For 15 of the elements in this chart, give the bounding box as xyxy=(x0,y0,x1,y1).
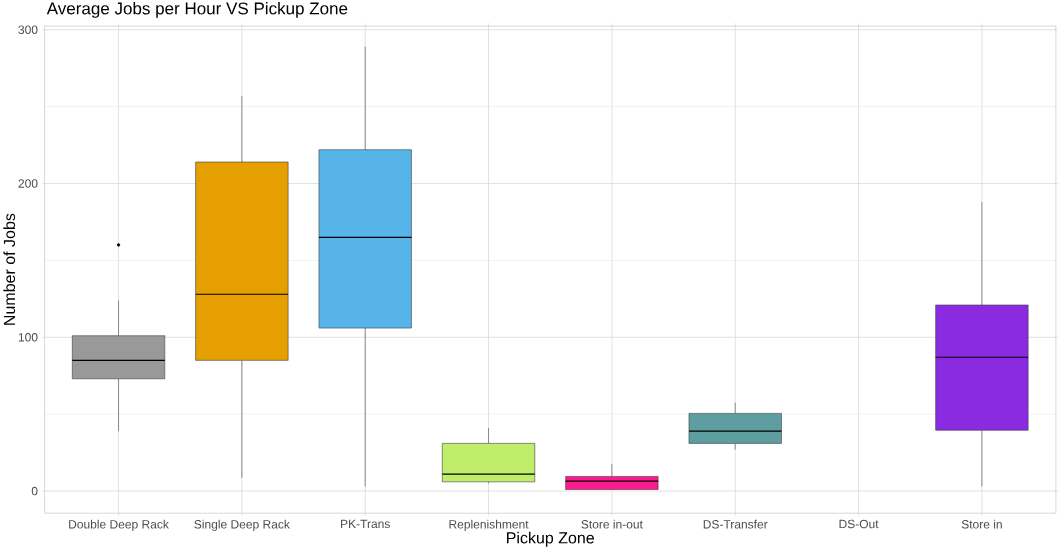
x-tick-label: PK-Trans xyxy=(341,519,390,529)
y-tick-label: 100 xyxy=(18,333,38,342)
x-tick-label: DS-Out xyxy=(839,519,879,529)
x-tick-label: Replenishment xyxy=(449,519,529,531)
y-tick-label: 200 xyxy=(18,179,38,188)
y-axis-title: Number of Jobs xyxy=(3,213,16,325)
x-tick-label: Single Deep Rack xyxy=(194,519,290,531)
x-axis-title: Pickup Zone xyxy=(507,531,594,547)
y-tick-label: 300 xyxy=(18,25,38,34)
x-tick-label: Store in xyxy=(961,519,1002,529)
y-tick-label: 0 xyxy=(31,486,38,496)
x-tick-label: DS-Transfer xyxy=(703,519,768,529)
x-tick-label: Double Deep Rack xyxy=(69,519,169,531)
chart-title: Average Jobs per Hour VS Pickup Zone xyxy=(46,1,348,18)
x-tick-label: Store in-out xyxy=(581,519,643,529)
